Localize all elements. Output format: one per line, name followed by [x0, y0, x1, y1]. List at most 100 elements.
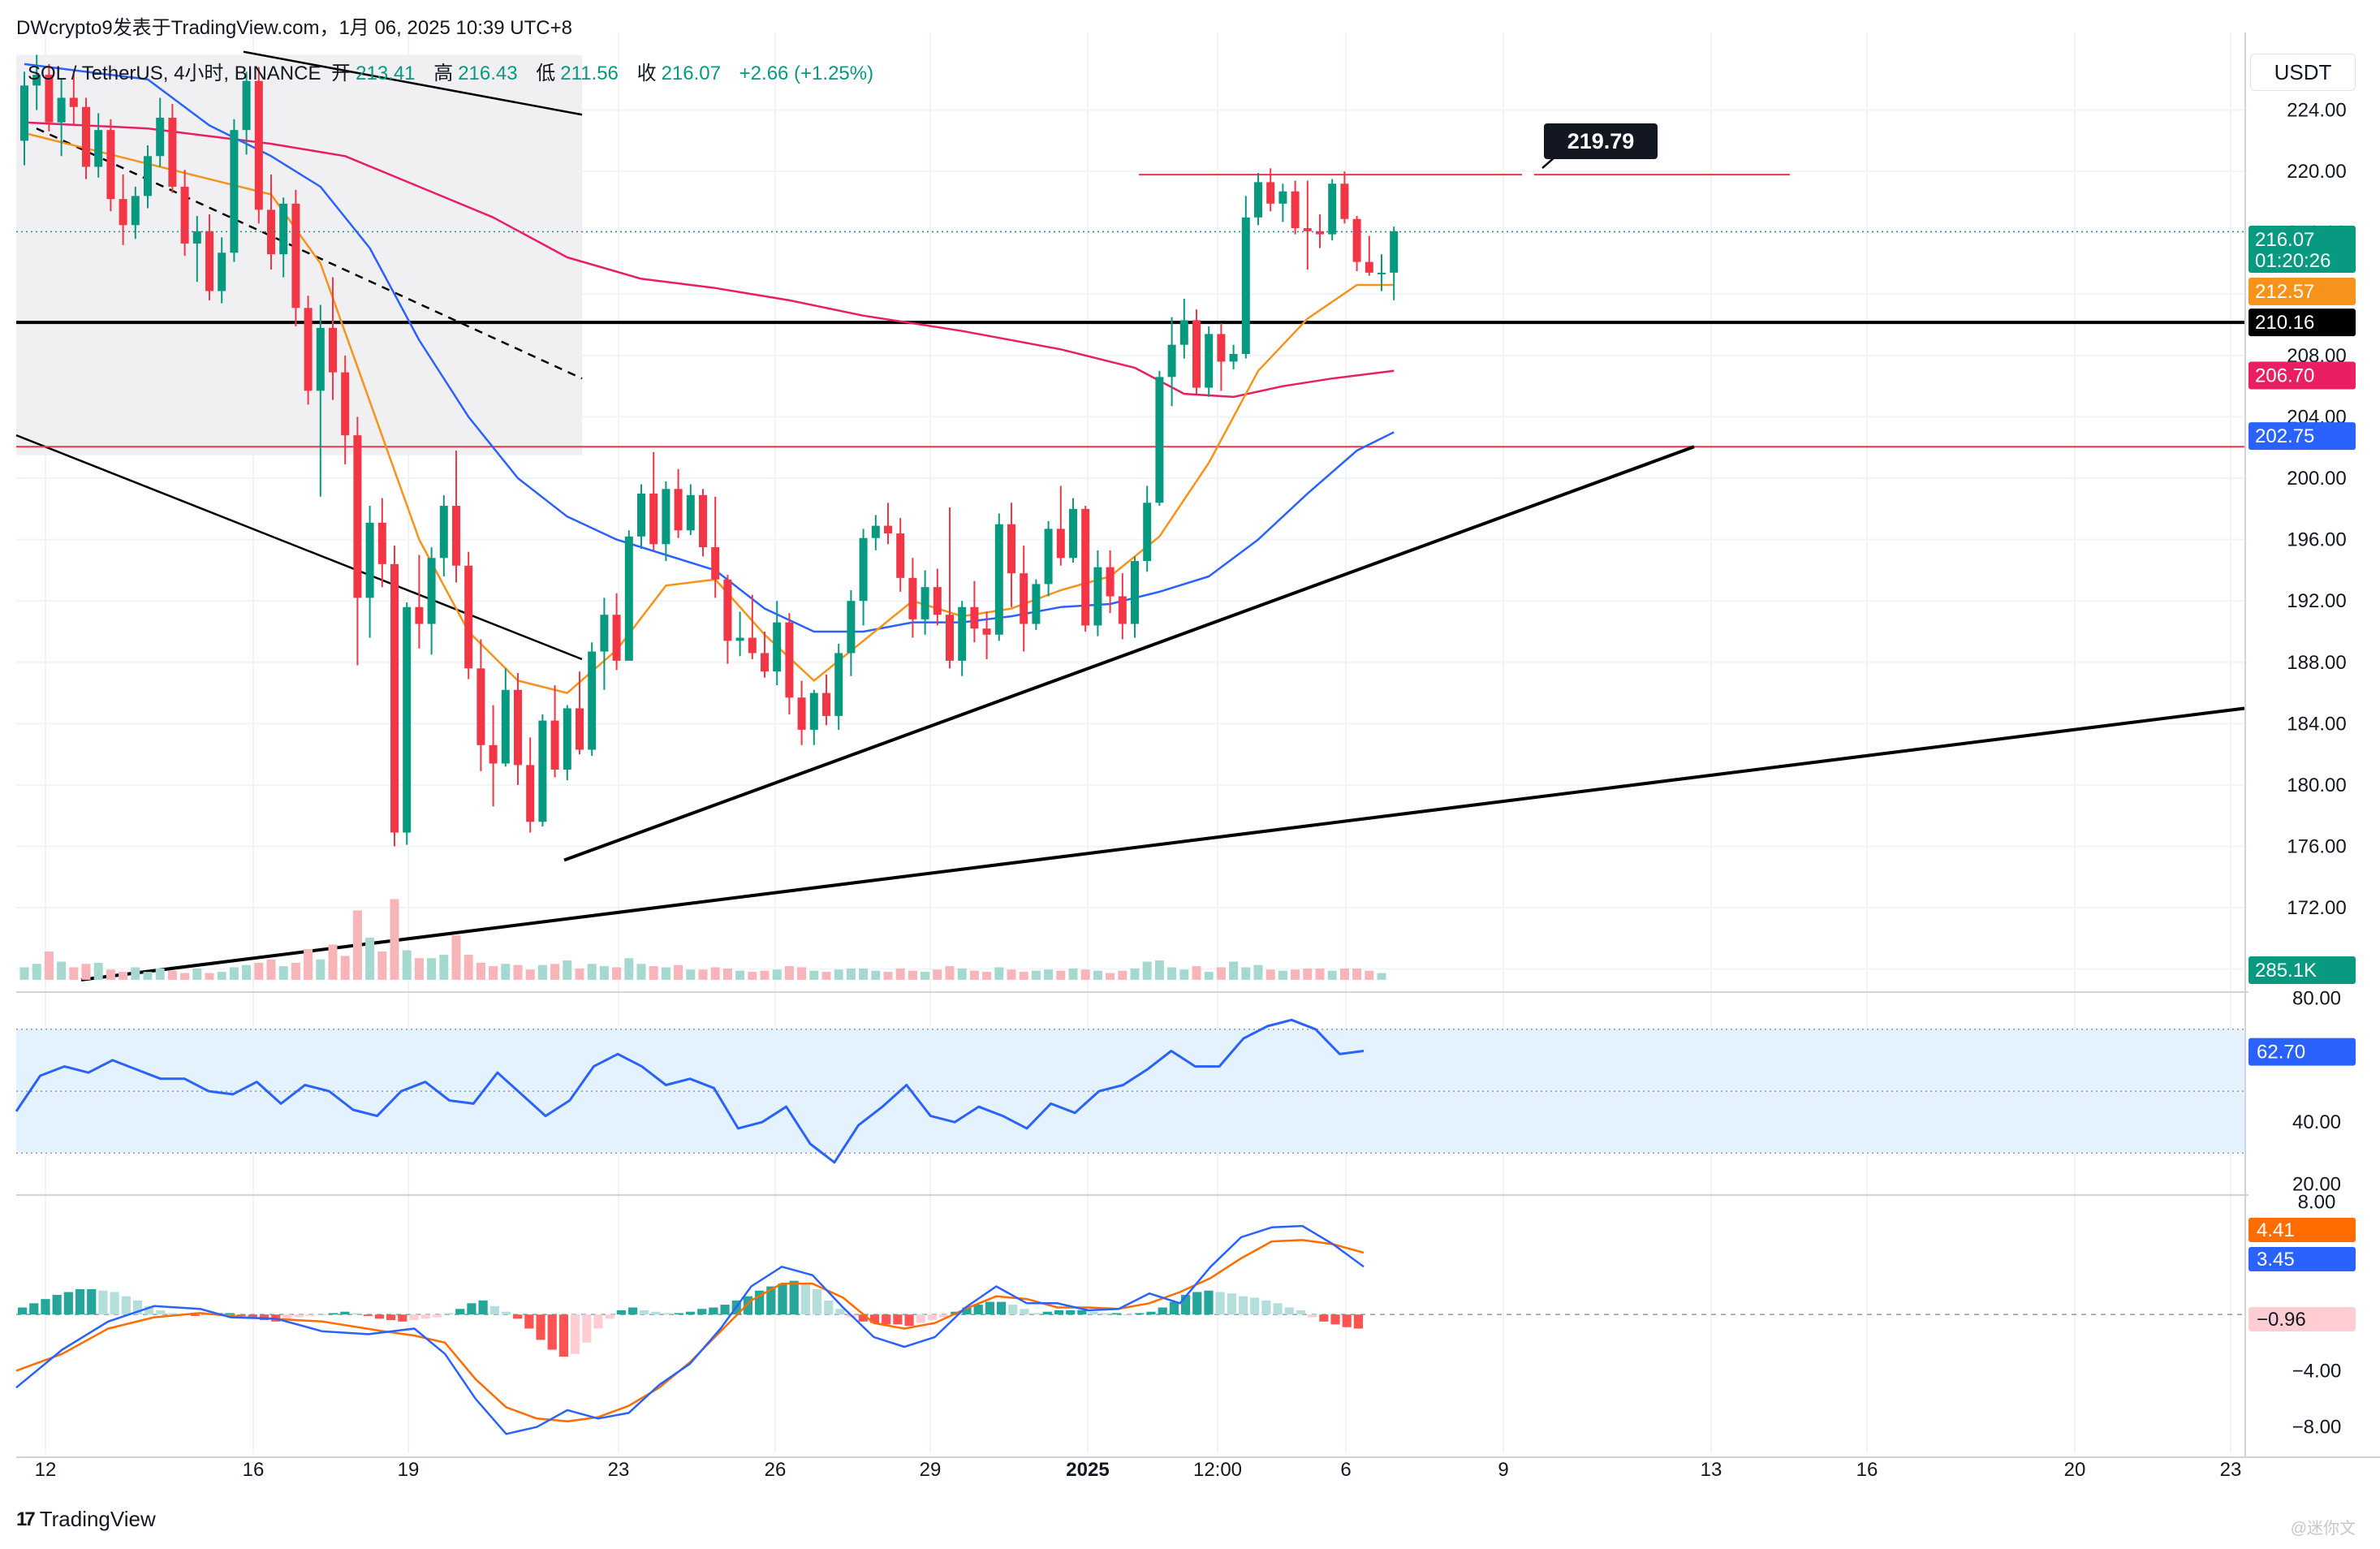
macd-histogram-bar [41, 1299, 50, 1315]
price-axis-label: 176.00 [2287, 836, 2346, 858]
price-axis-label: 196.00 [2287, 529, 2346, 551]
macd-histogram-bar [167, 1313, 177, 1315]
macd-histogram-bar [1204, 1290, 1214, 1315]
volume-bar [439, 955, 449, 980]
candle-body [946, 615, 954, 661]
macd-histogram-bar [536, 1314, 545, 1340]
macd-histogram-bar [1158, 1307, 1167, 1315]
macd-histogram-bar [985, 1301, 994, 1315]
candle-body [156, 118, 165, 157]
volume-bar [32, 964, 41, 980]
time-axis-label: 20 [2064, 1459, 2086, 1481]
volume-bar [1130, 968, 1140, 980]
candle-body [612, 615, 621, 661]
volume-bar [1303, 968, 1313, 980]
candle-body [1241, 217, 1250, 354]
macd-histogram-bar [824, 1300, 834, 1315]
channel-lower-line [15, 434, 583, 661]
candle-body [427, 558, 436, 624]
macd-histogram-bar [720, 1305, 730, 1315]
macd-histogram-bar [593, 1314, 603, 1329]
candle-body [168, 118, 177, 188]
volume-bar [340, 956, 350, 980]
macd-histogram-bar [1146, 1311, 1156, 1315]
macd-histogram-bar [1077, 1310, 1087, 1315]
macd-histogram-bar [1100, 1313, 1110, 1315]
macd-histogram-bar [1353, 1314, 1363, 1329]
tradingview-logo[interactable]: 17 TradingView [16, 1507, 156, 1532]
symbol-name[interactable]: SOL / TetherUS, 4小时, BINANCE [28, 63, 321, 84]
volume-bar [1278, 970, 1287, 980]
candle-body [994, 524, 1003, 635]
candle-body [242, 80, 251, 131]
candle-body [69, 97, 78, 107]
volume-bar [1352, 968, 1362, 980]
time-axis-label: 16 [243, 1459, 265, 1481]
macd-histogram-bar [156, 1310, 166, 1315]
macd-histogram-bar [582, 1314, 592, 1343]
volume-bar [624, 958, 634, 980]
macd-histogram-bar [1250, 1297, 1260, 1315]
volume-bar [957, 968, 967, 980]
macd-histogram-bar [1215, 1292, 1225, 1315]
symbol-legend[interactable]: SOL / TetherUS, 4小时, BINANCE 开 213.41 高 21… [28, 57, 878, 85]
volume-bar [57, 961, 67, 980]
volume-bar [1106, 973, 1115, 980]
macd-histogram-bar [340, 1311, 350, 1315]
volume-bar [513, 964, 523, 980]
time-axis-label: 13 [1701, 1459, 1722, 1481]
time-axis-label: 16 [1856, 1459, 1878, 1481]
time-axis-label: 29 [920, 1459, 942, 1481]
high-label: 高 [433, 63, 454, 84]
candle-body [1118, 596, 1127, 624]
volume-bar [229, 967, 239, 980]
macd-histogram-bar [1273, 1303, 1283, 1315]
candle-body [834, 653, 843, 716]
volume-bar [587, 964, 597, 980]
callout-label: 219.79 [1567, 129, 1635, 153]
volume-bar [254, 962, 264, 980]
macd-histogram-bar [662, 1313, 672, 1315]
volume-bar [266, 959, 276, 980]
currency-button[interactable]: USDT [2250, 54, 2356, 91]
candle-body [1278, 191, 1287, 204]
volume-bar [155, 968, 165, 980]
macd-histogram-bar [1089, 1311, 1098, 1315]
macd-histogram-bar [835, 1309, 845, 1315]
last-price-tag-bg [2248, 226, 2356, 273]
signal-tag-bg [2248, 1218, 2356, 1242]
macd-histogram-bar [558, 1314, 569, 1357]
macd-histogram-bar [110, 1292, 119, 1315]
candle-body [377, 522, 386, 564]
candle-body [439, 506, 448, 559]
volume-bar [1080, 969, 1090, 980]
volume-bar [414, 958, 424, 980]
candle-body [637, 493, 645, 537]
macd-histogram-bar [386, 1314, 396, 1321]
candle-body [711, 547, 720, 580]
macd-histogram-bar [467, 1303, 476, 1315]
volume-bar [537, 964, 547, 980]
macd-signal-line [15, 1239, 1365, 1423]
candle-body [341, 372, 350, 436]
macd-histogram-bar [432, 1314, 442, 1318]
last-price-tag: 216.07 [2255, 229, 2314, 251]
macd-histogram-bar [882, 1314, 891, 1325]
candle-body [785, 622, 794, 698]
volume-bar [1142, 961, 1152, 980]
volume-bar [192, 968, 202, 980]
macd-histogram-bar [1261, 1300, 1271, 1315]
ma-fast-tag: 212.57 [2255, 281, 2314, 303]
candle-body [205, 231, 213, 291]
volume-bar [821, 972, 831, 980]
candle-body [1205, 334, 1214, 388]
candle-body [20, 85, 28, 141]
hist-tag: −0.96 [2257, 1309, 2306, 1331]
volume-bar [1031, 970, 1041, 980]
candle-body [119, 199, 127, 226]
macd-histogram-bar [1031, 1313, 1041, 1315]
candle-body [1020, 573, 1028, 624]
price-axis-label: 188.00 [2287, 652, 2346, 674]
candle-body [1390, 231, 1399, 273]
